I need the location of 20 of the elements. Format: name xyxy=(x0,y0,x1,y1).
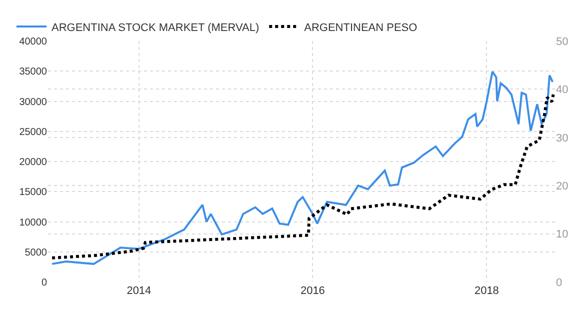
legend-label: ARGENTINA STOCK MARKET (MERVAL) xyxy=(51,22,260,34)
x-tick-label: 2014 xyxy=(126,285,152,297)
x-tick-label: 2016 xyxy=(300,285,325,297)
y-tick-label: 15000 xyxy=(19,187,48,198)
y2-tick-label: 20 xyxy=(556,180,568,192)
y-tick-label: 5000 xyxy=(24,247,48,258)
y2-tick-label: 40 xyxy=(556,84,568,96)
x-tick-label: 2018 xyxy=(474,285,499,297)
y-tick-label: 10000 xyxy=(19,217,48,228)
y-tick-label: 0 xyxy=(41,278,48,288)
y2-tick-label: 10 xyxy=(556,228,568,241)
y2-tick-label: 50 xyxy=(556,36,568,48)
legend-label: ARGENTINEAN PESO xyxy=(304,22,418,34)
y-tick-label: 35000 xyxy=(19,66,48,78)
y2-tick-label: 30 xyxy=(556,132,568,144)
y-tick-label: 25000 xyxy=(19,126,48,138)
y-tick-label: 40000 xyxy=(19,36,48,48)
y2-tick-label: 0 xyxy=(556,276,562,289)
y-tick-label: 20000 xyxy=(19,157,48,168)
y-tick-label: 30000 xyxy=(19,96,48,108)
